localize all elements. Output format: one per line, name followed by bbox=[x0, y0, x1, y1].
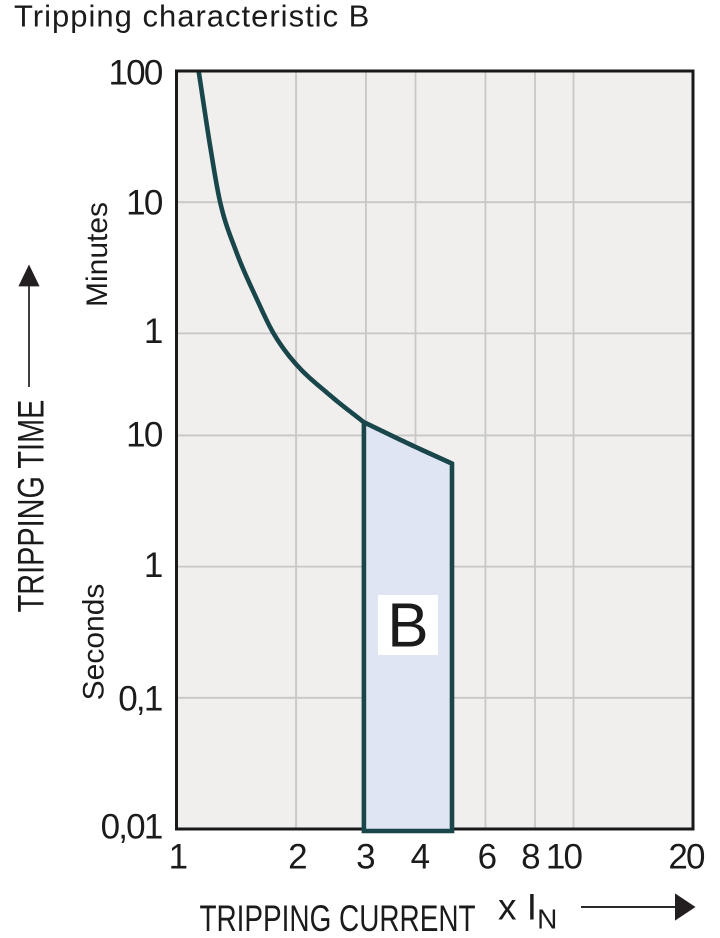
x-tick-label-1: 1 bbox=[169, 838, 187, 877]
y-axis-tick-labels: 100 10 1 10 1 0,1 0,01 bbox=[101, 54, 165, 847]
x-tick-label-4: 4 bbox=[411, 838, 430, 877]
x-axis-unit-prefix: x I bbox=[498, 887, 537, 928]
y-tick-label-seconds-0,01: 0,01 bbox=[101, 808, 162, 847]
chart-title: Tripping characteristic B bbox=[14, 0, 370, 34]
y-tick-label-minutes-100: 100 bbox=[109, 54, 163, 93]
x-axis-tick-labels: 1 2 3 4 6 8 10 20 bbox=[169, 838, 707, 877]
y-tick-label-minutes-1: 1 bbox=[144, 312, 162, 351]
x-tick-label-20: 20 bbox=[668, 838, 705, 877]
x-axis-unit-subscript: N bbox=[537, 904, 557, 935]
y-tick-label-seconds-1: 1 bbox=[144, 546, 162, 585]
y-tick-label-seconds-0,1: 0,1 bbox=[118, 679, 162, 718]
x-tick-label-6: 6 bbox=[478, 838, 496, 877]
x-axis-unit: x IN bbox=[498, 887, 557, 935]
x-tick-label-3: 3 bbox=[356, 838, 374, 877]
x-tick-label-8: 8 bbox=[521, 838, 539, 877]
y-axis-unit-seconds: Seconds bbox=[78, 584, 111, 701]
y-axis-title: TRIPPING TIME bbox=[11, 400, 52, 613]
band-label-box bbox=[377, 595, 438, 655]
x-tick-label-2: 2 bbox=[288, 838, 306, 877]
band-label: B bbox=[387, 592, 428, 661]
y-axis-unit-minutes: Minutes bbox=[81, 202, 114, 307]
x-axis-title: TRIPPING CURRENT bbox=[199, 897, 475, 938]
x-tick-label-10: 10 bbox=[546, 838, 583, 877]
y-tick-label-seconds-10: 10 bbox=[126, 415, 163, 454]
up-arrow-icon bbox=[18, 264, 40, 387]
y-tick-label-minutes-10: 10 bbox=[126, 184, 163, 223]
right-arrow-icon bbox=[581, 893, 696, 921]
